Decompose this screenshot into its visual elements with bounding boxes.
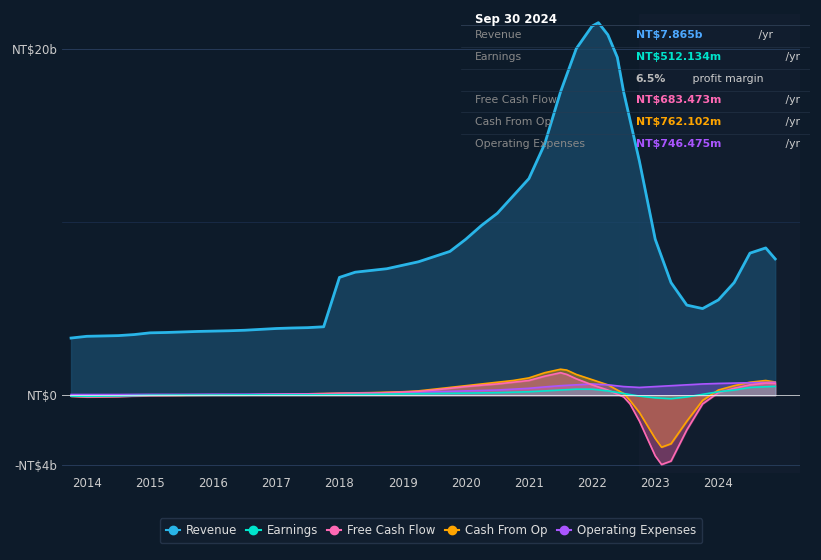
Text: Cash From Op: Cash From Op — [475, 117, 552, 127]
Text: Revenue: Revenue — [475, 30, 523, 40]
Text: /yr: /yr — [782, 117, 800, 127]
Text: profit margin: profit margin — [689, 73, 764, 83]
Legend: Revenue, Earnings, Free Cash Flow, Cash From Op, Operating Expenses: Revenue, Earnings, Free Cash Flow, Cash … — [159, 518, 703, 543]
Text: 6.5%: 6.5% — [636, 73, 666, 83]
Text: /yr: /yr — [782, 139, 800, 149]
Text: Sep 30 2024: Sep 30 2024 — [475, 13, 557, 26]
Text: /yr: /yr — [782, 52, 800, 62]
Text: NT$762.102m: NT$762.102m — [636, 117, 721, 127]
Text: /yr: /yr — [755, 30, 773, 40]
Text: NT$512.134m: NT$512.134m — [636, 52, 721, 62]
Text: NT$7.865b: NT$7.865b — [636, 30, 702, 40]
Text: Operating Expenses: Operating Expenses — [475, 139, 585, 149]
Text: Earnings: Earnings — [475, 52, 522, 62]
Bar — [640, 14, 800, 473]
Text: Free Cash Flow: Free Cash Flow — [475, 95, 557, 105]
Text: NT$746.475m: NT$746.475m — [636, 139, 721, 149]
Text: NT$683.473m: NT$683.473m — [636, 95, 721, 105]
Text: /yr: /yr — [782, 95, 800, 105]
